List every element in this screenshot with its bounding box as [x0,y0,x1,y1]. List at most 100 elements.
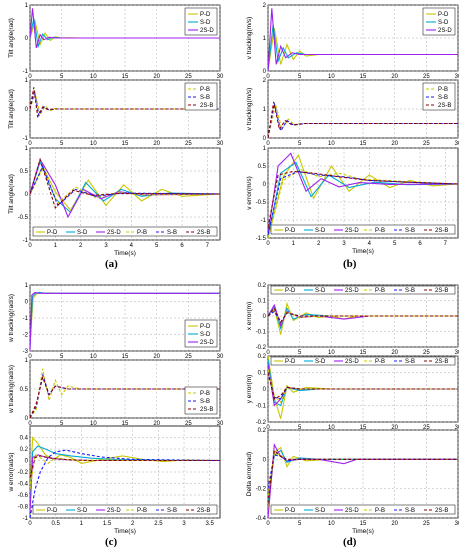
y-tick-label: -0.5 [18,215,29,221]
series-line-2S-B [268,307,458,324]
x-tick-label: 30 [455,521,459,527]
x-tick-label: 5 [298,74,302,80]
y-tick-label: 2 [263,78,267,84]
series-line-2S-D [268,152,458,235]
y-axis-label: Tilt angle(rad) [8,174,15,214]
x-axis-label: Time(s) [352,528,374,535]
legend-box [270,356,456,366]
y-tick-label: 1 [25,146,29,152]
x-tick-label: 10 [90,74,97,80]
legend-label: P-D [200,12,211,18]
y-tick-label: 1 [263,107,267,113]
y-tick-label: 1 [25,283,29,289]
y-tick-label: 0 [25,300,29,306]
legend-label: S-D [315,359,326,365]
y-axis-label: Tilt angle(rad) [8,18,15,58]
x-tick-label: 0 [28,243,32,249]
x-tick-label: 20 [391,425,398,431]
legend-label: P-D [285,288,296,294]
legend-label: P-B [200,391,210,397]
x-tick-label: 15 [360,74,367,80]
x-tick-label: 20 [153,141,160,147]
legend-label: P-B [375,508,385,514]
x-tick-label: 5 [298,350,302,356]
series-line-P-B [268,308,458,326]
legend-label: P-D [47,230,58,236]
x-tick-label: 1 [54,243,58,249]
series-line-2S-B [268,101,458,138]
x-tick-label: 25 [423,141,430,147]
legend-label: 2S-B [197,230,210,236]
x-tick-label: 7 [444,241,448,247]
y-tick-label: -0.6 [18,493,29,499]
x-tick-label: 5 [60,421,64,427]
caption-a: (a) [105,258,118,270]
series-line-2S-B [268,372,458,400]
y-axis-label: v tracking(m/s) [246,17,253,60]
legend-box [270,224,456,235]
series-line-S-B [30,449,220,518]
y-tick-label: 0.2 [258,354,267,360]
y-tick-label: -0.4 [18,482,29,488]
legend-label: S-B [405,228,415,234]
series-line-2S-B [30,375,220,418]
y-tick-label: -1 [23,69,29,75]
x-tick-label: 0 [266,241,270,247]
legend-label: S-B [167,230,177,236]
legend-label: P-D [47,508,58,514]
x-tick-label: 15 [122,74,129,80]
legend-label: S-D [200,332,211,338]
legend-label: 2S-D [107,230,121,236]
series-line-S-B [268,170,458,235]
y-axis-label: Delta error(rad) [246,452,253,496]
x-tick-label: 30 [217,421,224,427]
x-tick-label: 2 [131,521,135,527]
legend-label: 2S-B [435,228,448,234]
legend-label: P-D [438,12,449,18]
x-tick-label: 1.5 [103,521,112,527]
legend-box [32,226,218,237]
x-tick-label: 10 [328,350,335,356]
y-tick-label: 0.1 [258,371,267,377]
series-line-P-B [268,168,458,238]
x-tick-label: 10 [328,141,335,147]
x-tick-label: 4 [368,241,372,247]
legend-label: 2S-D [107,508,121,514]
x-tick-label: 0 [28,421,32,427]
y-tick-label: -2 [23,333,29,339]
x-tick-label: 5 [298,141,302,147]
series-line-2S-B [268,170,458,228]
legend-label: 2S-B [435,359,448,365]
legend-label: S-D [315,508,326,514]
legend-label: P-B [438,87,448,93]
x-tick-label: 10 [328,521,335,527]
x-tick-label: 10 [328,425,335,431]
chart-panel-b-4: 0 5 10 15 20 25 30 0 1 2 v tracking(m/s) P-B S-B 2S-B [246,78,459,147]
series-line-P-B [30,453,220,490]
y-tick-label: -0.2 [18,470,29,476]
x-tick-label: 15 [360,350,367,356]
legend-label: P-B [375,288,385,294]
x-tick-label: 1 [292,241,296,247]
legend-label: S-B [200,95,210,101]
x-tick-label: 2.5 [154,521,163,527]
y-axis-label: x error(m) [246,302,253,331]
x-tick-label: 2 [79,243,83,249]
legend-label: 2S-D [345,228,359,234]
legend-label: 2S-B [200,407,213,413]
chart-panel-b-3: 0 5 10 15 20 25 30 0 1 2 v tracking(m/s) P-D S-D 2S-D [246,3,459,80]
series-line-S-B [30,164,220,207]
caption-b: (b) [343,258,357,270]
legend-label: P-B [137,508,147,514]
x-tick-label: 15 [122,421,129,427]
y-tick-label: 0 [263,314,267,320]
x-tick-label: 1 [80,521,84,527]
x-tick-label: 20 [391,74,398,80]
legend-label: P-B [375,228,385,234]
chart-panel-d-9: 0 5 10 15 20 25 30 -0.2 -0.1 0 0.1 0.2 x error(m) P-D… [246,283,459,356]
legend-label: 2S-D [200,28,214,34]
x-tick-label: 30 [217,354,224,360]
legend-label: P-D [285,508,296,514]
y-tick-label: 0.5 [20,169,29,175]
